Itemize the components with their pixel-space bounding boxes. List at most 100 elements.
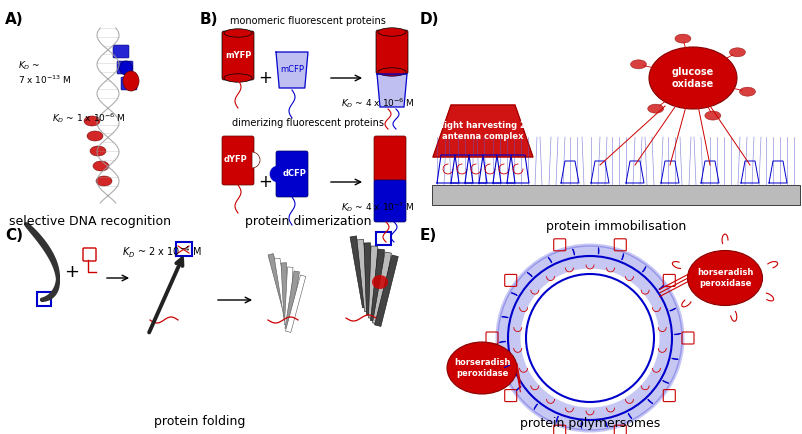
Text: $K_D$ ~ 1 x 10$^{-6}$ M: $K_D$ ~ 1 x 10$^{-6}$ M xyxy=(52,111,126,125)
Text: +: + xyxy=(64,263,79,281)
Polygon shape xyxy=(437,155,459,183)
FancyBboxPatch shape xyxy=(222,136,254,185)
Bar xyxy=(364,243,373,315)
Ellipse shape xyxy=(96,176,112,186)
Text: dCFP: dCFP xyxy=(283,170,307,178)
Text: monomeric fluorescent proteins: monomeric fluorescent proteins xyxy=(230,16,386,26)
Polygon shape xyxy=(377,74,407,107)
Text: +: + xyxy=(258,173,272,191)
Text: selective DNA recognition: selective DNA recognition xyxy=(9,215,171,228)
Text: dYFP: dYFP xyxy=(223,155,247,164)
Text: A): A) xyxy=(5,12,23,27)
Polygon shape xyxy=(642,267,646,272)
Bar xyxy=(285,271,299,329)
Wedge shape xyxy=(270,166,278,182)
Ellipse shape xyxy=(649,47,737,109)
Polygon shape xyxy=(561,161,579,183)
Polygon shape xyxy=(622,254,623,260)
FancyBboxPatch shape xyxy=(276,151,308,197)
Text: B): B) xyxy=(200,12,218,27)
Polygon shape xyxy=(648,399,653,403)
FancyBboxPatch shape xyxy=(374,136,406,182)
Text: light harvesting 2
antenna complex: light harvesting 2 antenna complex xyxy=(440,121,525,141)
Ellipse shape xyxy=(90,146,106,156)
Bar xyxy=(371,249,384,321)
FancyBboxPatch shape xyxy=(374,180,406,222)
Ellipse shape xyxy=(730,48,745,57)
Polygon shape xyxy=(670,308,675,311)
Polygon shape xyxy=(549,258,552,263)
FancyBboxPatch shape xyxy=(113,45,129,58)
Polygon shape xyxy=(741,161,759,183)
Text: $K_D$ ~ 4 x 10$^{-7}$ M: $K_D$ ~ 4 x 10$^{-7}$ M xyxy=(341,200,415,214)
Polygon shape xyxy=(769,161,787,183)
Text: D): D) xyxy=(420,12,439,27)
Ellipse shape xyxy=(378,68,406,76)
Polygon shape xyxy=(661,161,679,183)
Polygon shape xyxy=(507,155,529,183)
Text: protein dimerization: protein dimerization xyxy=(245,215,371,228)
Ellipse shape xyxy=(224,74,252,82)
Bar xyxy=(285,267,293,325)
Ellipse shape xyxy=(372,275,388,289)
Wedge shape xyxy=(252,152,260,168)
Text: $K_D$ ~
7 x 10$^{-13}$ M: $K_D$ ~ 7 x 10$^{-13}$ M xyxy=(18,59,71,86)
Ellipse shape xyxy=(739,87,755,96)
Text: +: + xyxy=(258,69,272,87)
Bar xyxy=(357,239,371,312)
Polygon shape xyxy=(674,334,680,335)
Polygon shape xyxy=(701,161,719,183)
Ellipse shape xyxy=(123,71,139,91)
Polygon shape xyxy=(451,155,473,183)
Ellipse shape xyxy=(224,29,252,37)
FancyBboxPatch shape xyxy=(121,77,137,90)
Text: C): C) xyxy=(5,228,23,243)
Polygon shape xyxy=(534,404,537,409)
Ellipse shape xyxy=(87,131,103,141)
Polygon shape xyxy=(528,273,532,276)
FancyBboxPatch shape xyxy=(117,61,133,74)
Bar xyxy=(432,185,800,205)
Text: mCFP: mCFP xyxy=(280,66,304,75)
Text: protein polymersomes: protein polymersomes xyxy=(520,417,660,430)
Polygon shape xyxy=(504,365,510,368)
Polygon shape xyxy=(465,155,487,183)
Polygon shape xyxy=(276,52,308,88)
Polygon shape xyxy=(516,387,521,391)
Ellipse shape xyxy=(648,104,664,113)
Polygon shape xyxy=(662,381,668,383)
Text: $K_D$ ~ 4 x 10$^{-6}$ M: $K_D$ ~ 4 x 10$^{-6}$ M xyxy=(341,96,415,110)
Polygon shape xyxy=(433,105,533,157)
Text: protein folding: protein folding xyxy=(154,415,245,428)
Polygon shape xyxy=(512,293,517,296)
Ellipse shape xyxy=(447,342,517,394)
Polygon shape xyxy=(628,413,632,418)
Bar xyxy=(350,236,369,308)
Polygon shape xyxy=(591,161,609,183)
Text: protein immobilisation: protein immobilisation xyxy=(546,220,687,233)
Polygon shape xyxy=(493,155,515,183)
Text: $K_D$ ~ 2 x 10$^{-4}$ M: $K_D$ ~ 2 x 10$^{-4}$ M xyxy=(122,244,202,260)
Polygon shape xyxy=(573,249,574,255)
Ellipse shape xyxy=(630,60,646,69)
Bar xyxy=(372,252,391,324)
Bar xyxy=(268,253,289,311)
Ellipse shape xyxy=(378,28,406,36)
Text: E): E) xyxy=(420,228,437,243)
FancyBboxPatch shape xyxy=(376,30,408,74)
Polygon shape xyxy=(479,155,501,183)
Bar xyxy=(375,255,399,326)
Polygon shape xyxy=(606,421,607,427)
Text: horseradish
peroxidase: horseradish peroxidase xyxy=(697,268,753,288)
Polygon shape xyxy=(557,416,558,422)
Polygon shape xyxy=(626,161,644,183)
Bar xyxy=(368,246,378,318)
Bar xyxy=(286,275,306,332)
Ellipse shape xyxy=(119,61,132,75)
Polygon shape xyxy=(672,358,678,359)
Ellipse shape xyxy=(84,116,100,126)
FancyBboxPatch shape xyxy=(222,31,254,80)
Ellipse shape xyxy=(93,161,109,171)
Text: mYFP: mYFP xyxy=(225,51,251,60)
Ellipse shape xyxy=(687,250,763,306)
